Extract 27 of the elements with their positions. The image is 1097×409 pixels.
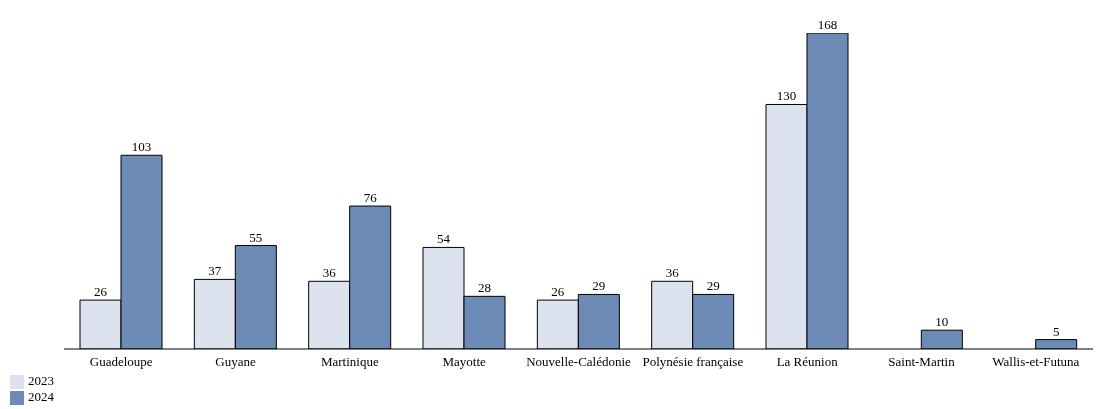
- x-tick-label: Polynésie française: [642, 354, 744, 370]
- data-label: 28: [478, 280, 492, 296]
- x-tick-label: La Réunion: [776, 354, 839, 370]
- x-tick-label: Wallis-et-Futuna: [992, 354, 1080, 370]
- data-label: 5: [1052, 323, 1060, 339]
- data-label: 10: [935, 314, 949, 330]
- x-tick-label: Guyane: [215, 354, 256, 370]
- x-tick-label: Martinique: [320, 354, 379, 370]
- data-label: 76: [363, 190, 378, 206]
- data-label: 26: [551, 284, 565, 300]
- x-tick-label: Nouvelle-Calédonie: [526, 354, 632, 370]
- data-label: 168: [817, 17, 838, 32]
- data-label: 29: [706, 278, 720, 294]
- x-tick-label: Saint-Martin: [888, 354, 956, 370]
- data-label: 26: [94, 284, 108, 300]
- data-label: 54: [437, 231, 451, 247]
- data-label: 36: [322, 265, 337, 281]
- x-tick-label: Guadeloupe: [89, 354, 153, 370]
- data-label: 29: [592, 278, 606, 294]
- data-label: 130: [776, 88, 797, 104]
- data-label: 103: [131, 139, 152, 155]
- legend-label: 2024: [28, 388, 54, 404]
- legend-label: 2023: [28, 372, 54, 388]
- data-label: 36: [665, 265, 680, 281]
- data-label: 55: [249, 229, 263, 245]
- data-label: 37: [208, 263, 222, 279]
- x-tick-label: Mayotte: [442, 354, 487, 370]
